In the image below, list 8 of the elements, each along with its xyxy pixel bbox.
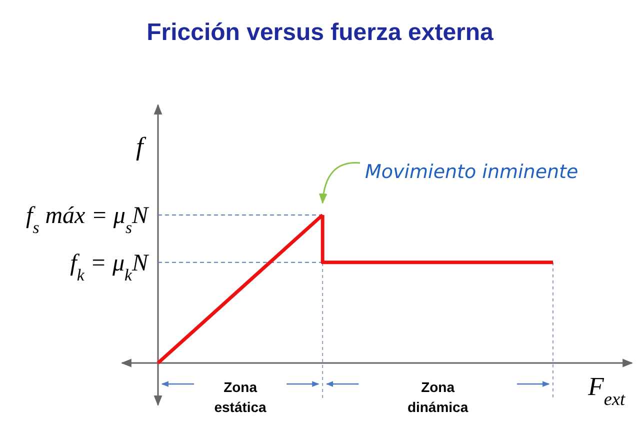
- chart-title: Fricción versus fuerza externa: [146, 19, 494, 46]
- text: Movimiento inminente: [365, 161, 578, 183]
- ref-line-label: f$_{k}$ = μ$_{k}$N: [70, 250, 150, 284]
- ref-line-label: f$_{s}$ máx = μ$_{s}$N: [26, 203, 150, 236]
- y-axis-title: f: [136, 132, 147, 161]
- x-axis-title: F$_{ext}$: [587, 372, 626, 409]
- text: Zona estática: [214, 379, 267, 415]
- text: Zona dinámica: [407, 379, 468, 415]
